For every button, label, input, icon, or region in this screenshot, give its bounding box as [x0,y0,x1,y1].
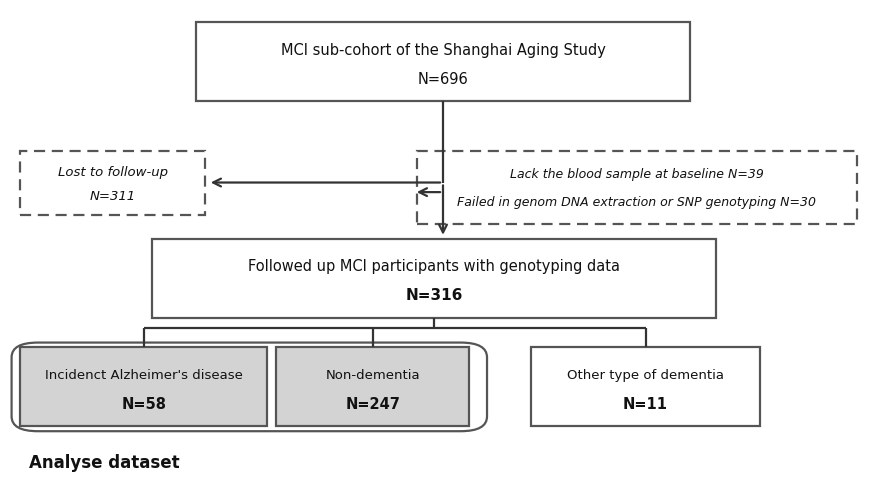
Text: N=696: N=696 [417,72,469,87]
Text: Analyse dataset: Analyse dataset [29,454,180,472]
FancyBboxPatch shape [197,22,689,101]
FancyBboxPatch shape [20,348,267,426]
Text: N=316: N=316 [406,288,462,303]
FancyBboxPatch shape [531,348,760,426]
Text: Lack the blood sample at baseline N=39: Lack the blood sample at baseline N=39 [509,168,764,181]
Text: N=311: N=311 [89,190,136,203]
Text: Failed in genom DNA extraction or SNP genotyping N=30: Failed in genom DNA extraction or SNP ge… [457,196,816,209]
Text: Lost to follow-up: Lost to follow-up [58,166,167,179]
Text: Incidenct Alzheimer's disease: Incidenct Alzheimer's disease [44,369,243,381]
FancyBboxPatch shape [152,239,716,318]
FancyBboxPatch shape [12,343,487,431]
Text: MCI sub-cohort of the Shanghai Aging Study: MCI sub-cohort of the Shanghai Aging Stu… [281,42,605,58]
FancyBboxPatch shape [276,348,470,426]
FancyBboxPatch shape [416,150,857,225]
Text: Other type of dementia: Other type of dementia [567,369,724,381]
Text: N=58: N=58 [121,397,167,412]
Text: Non-dementia: Non-dementia [325,369,420,381]
Text: N=11: N=11 [623,397,668,412]
FancyBboxPatch shape [20,150,206,215]
Text: Followed up MCI participants with genotyping data: Followed up MCI participants with genoty… [248,259,620,274]
Text: N=247: N=247 [346,397,400,412]
